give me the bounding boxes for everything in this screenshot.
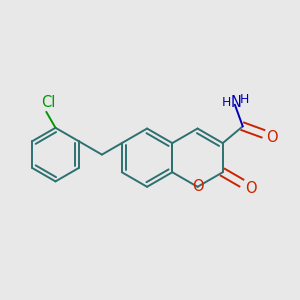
Text: H: H	[239, 93, 249, 106]
Text: O: O	[192, 179, 203, 194]
Text: N: N	[231, 95, 242, 110]
Text: H: H	[222, 96, 231, 109]
Text: O: O	[245, 181, 256, 196]
Text: Cl: Cl	[40, 95, 55, 110]
Text: O: O	[266, 130, 278, 145]
